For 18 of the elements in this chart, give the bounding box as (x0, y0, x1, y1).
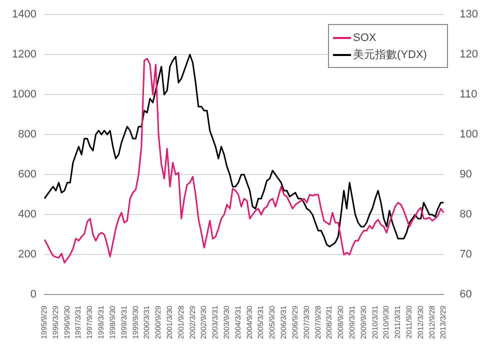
y2-tick-label: 80 (460, 208, 472, 221)
y2-tick-label: 120 (460, 48, 478, 61)
y-tick-label: 200 (18, 248, 36, 261)
legend-label: SOX (353, 32, 376, 44)
y-tick-label: 0 (30, 288, 36, 301)
y-tick-label: 400 (18, 208, 36, 221)
y-tick-label: 600 (18, 168, 36, 181)
y-tick-label: 1400 (12, 8, 36, 21)
legend-label: 美元指數(YDX) (353, 48, 427, 62)
y-tick-label: 1000 (12, 88, 36, 101)
y2-tick-label: 70 (460, 248, 472, 261)
y2-tick-label: 110 (460, 88, 478, 101)
y-tick-label: 800 (18, 128, 36, 141)
y2-tick-label: 100 (460, 128, 478, 141)
y-tick-label: 1200 (12, 48, 36, 61)
y2-tick-label: 60 (460, 288, 472, 301)
y2-tick-label: 90 (460, 168, 472, 181)
y2-tick-label: 130 (460, 8, 478, 21)
